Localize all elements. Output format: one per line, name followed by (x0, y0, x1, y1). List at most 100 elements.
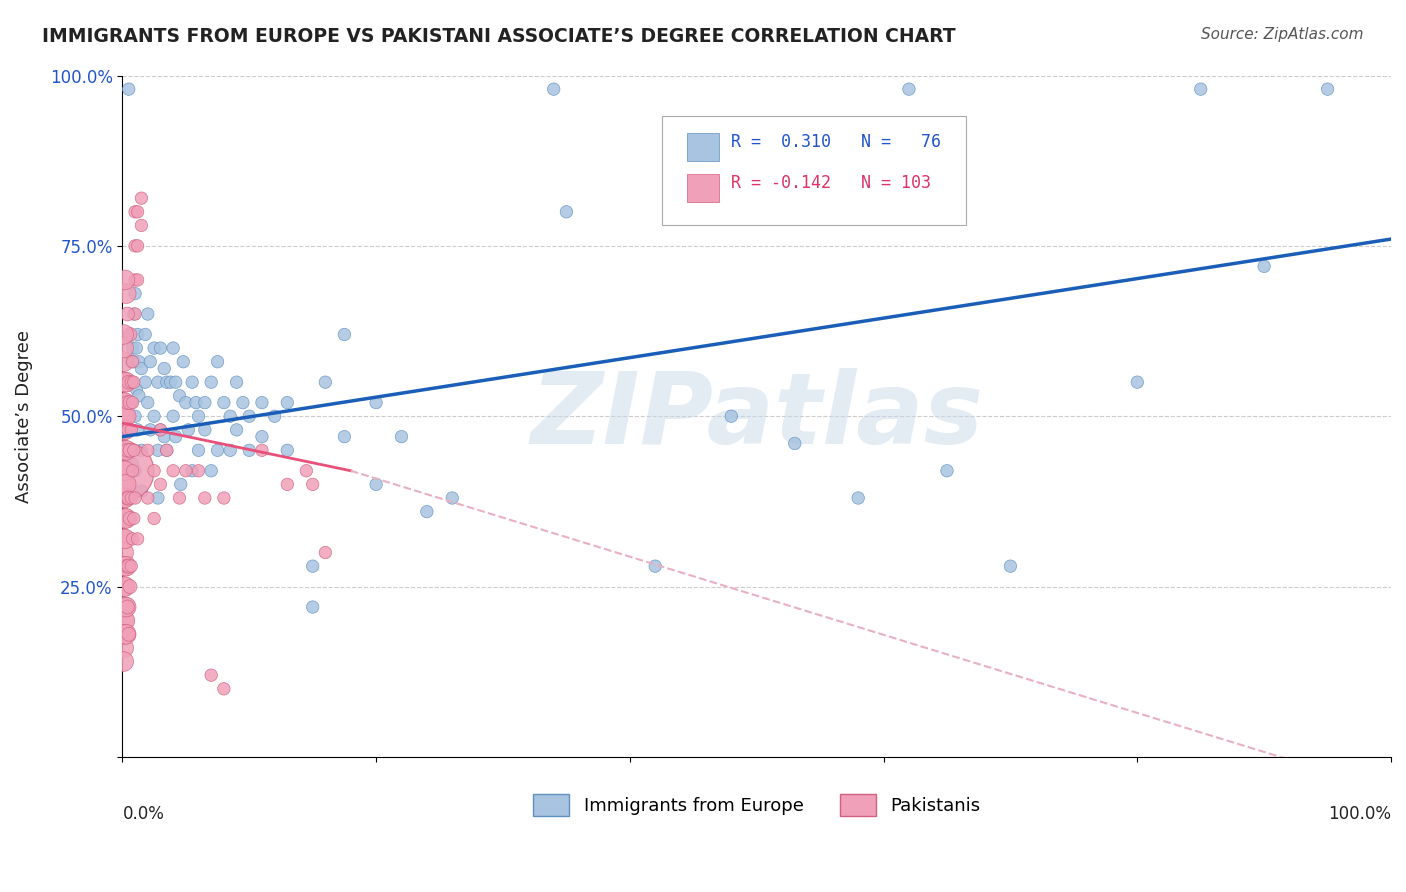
Point (122, 443, 145, 458)
Point (131, 219, 153, 233)
Point (121, 341, 143, 355)
Point (153, 361, 176, 376)
Point (333, 430, 356, 444)
Point (115, 627, 138, 641)
Point (146, 443, 169, 458)
Point (644, 559, 666, 574)
Point (181, 375, 204, 389)
Point (118, 423, 141, 437)
Point (846, 491, 869, 505)
Text: IMMIGRANTS FROM EUROPE VS PAKISTANI ASSOCIATE’S DEGREE CORRELATION CHART: IMMIGRANTS FROM EUROPE VS PAKISTANI ASSO… (42, 27, 956, 45)
Point (114, 511, 136, 525)
Point (149, 423, 172, 437)
Point (124, 239, 146, 253)
Point (114, 614, 136, 628)
Point (114, 600, 136, 615)
Point (127, 532, 149, 546)
Point (127, 239, 149, 253)
Point (121, 375, 143, 389)
Point (276, 395, 298, 409)
Point (118, 327, 141, 342)
Legend: Immigrants from Europe, Pakistanis: Immigrants from Europe, Pakistanis (526, 787, 987, 823)
Point (143, 409, 166, 424)
Point (172, 355, 194, 369)
Point (127, 204, 149, 219)
Point (120, 423, 142, 437)
Point (194, 423, 217, 437)
Point (118, 559, 141, 574)
Point (115, 477, 138, 491)
Point (112, 375, 135, 389)
Point (238, 443, 260, 458)
Point (114, 532, 136, 546)
Point (162, 409, 184, 424)
Point (225, 423, 247, 437)
Point (194, 491, 217, 505)
Point (114, 409, 136, 424)
Point (118, 423, 141, 437)
Point (225, 375, 247, 389)
Point (112, 545, 135, 559)
Point (783, 436, 806, 450)
Point (156, 375, 179, 389)
Point (121, 395, 143, 409)
Point (127, 273, 149, 287)
Point (114, 491, 136, 505)
Point (118, 580, 141, 594)
Point (146, 375, 169, 389)
Point (112, 627, 135, 641)
Point (112, 655, 135, 669)
Point (555, 204, 578, 219)
Point (114, 423, 136, 437)
Point (121, 532, 143, 546)
Point (212, 395, 235, 409)
Point (187, 443, 209, 458)
Point (114, 559, 136, 574)
Point (117, 491, 139, 505)
Point (127, 423, 149, 437)
Point (174, 395, 197, 409)
Point (143, 341, 166, 355)
Point (250, 430, 273, 444)
Point (131, 361, 153, 376)
Y-axis label: Associate’s Degree: Associate’s Degree (15, 330, 32, 503)
Point (117, 443, 139, 458)
Point (174, 464, 197, 478)
Point (181, 464, 204, 478)
Point (115, 409, 138, 424)
Point (936, 464, 959, 478)
Point (134, 375, 156, 389)
Point (112, 409, 135, 424)
Point (124, 307, 146, 321)
Point (184, 395, 207, 409)
Point (120, 375, 142, 389)
Point (115, 600, 138, 615)
Point (187, 464, 209, 478)
Point (897, 82, 920, 96)
Point (122, 307, 145, 321)
Point (114, 375, 136, 389)
Point (120, 559, 142, 574)
Point (112, 580, 135, 594)
Point (162, 341, 184, 355)
Point (127, 327, 149, 342)
Point (232, 395, 254, 409)
Point (149, 423, 172, 437)
Point (120, 491, 142, 505)
Point (114, 443, 136, 458)
Point (112, 600, 135, 615)
Point (1126, 375, 1149, 389)
Point (112, 532, 135, 546)
Point (115, 375, 138, 389)
Point (207, 355, 229, 369)
Point (194, 395, 217, 409)
Point (114, 273, 136, 287)
Point (112, 559, 135, 574)
Point (120, 395, 142, 409)
Point (165, 430, 187, 444)
Bar (688, 174, 718, 202)
Point (219, 409, 242, 424)
Point (416, 505, 439, 519)
Point (169, 491, 191, 505)
Point (170, 477, 193, 491)
